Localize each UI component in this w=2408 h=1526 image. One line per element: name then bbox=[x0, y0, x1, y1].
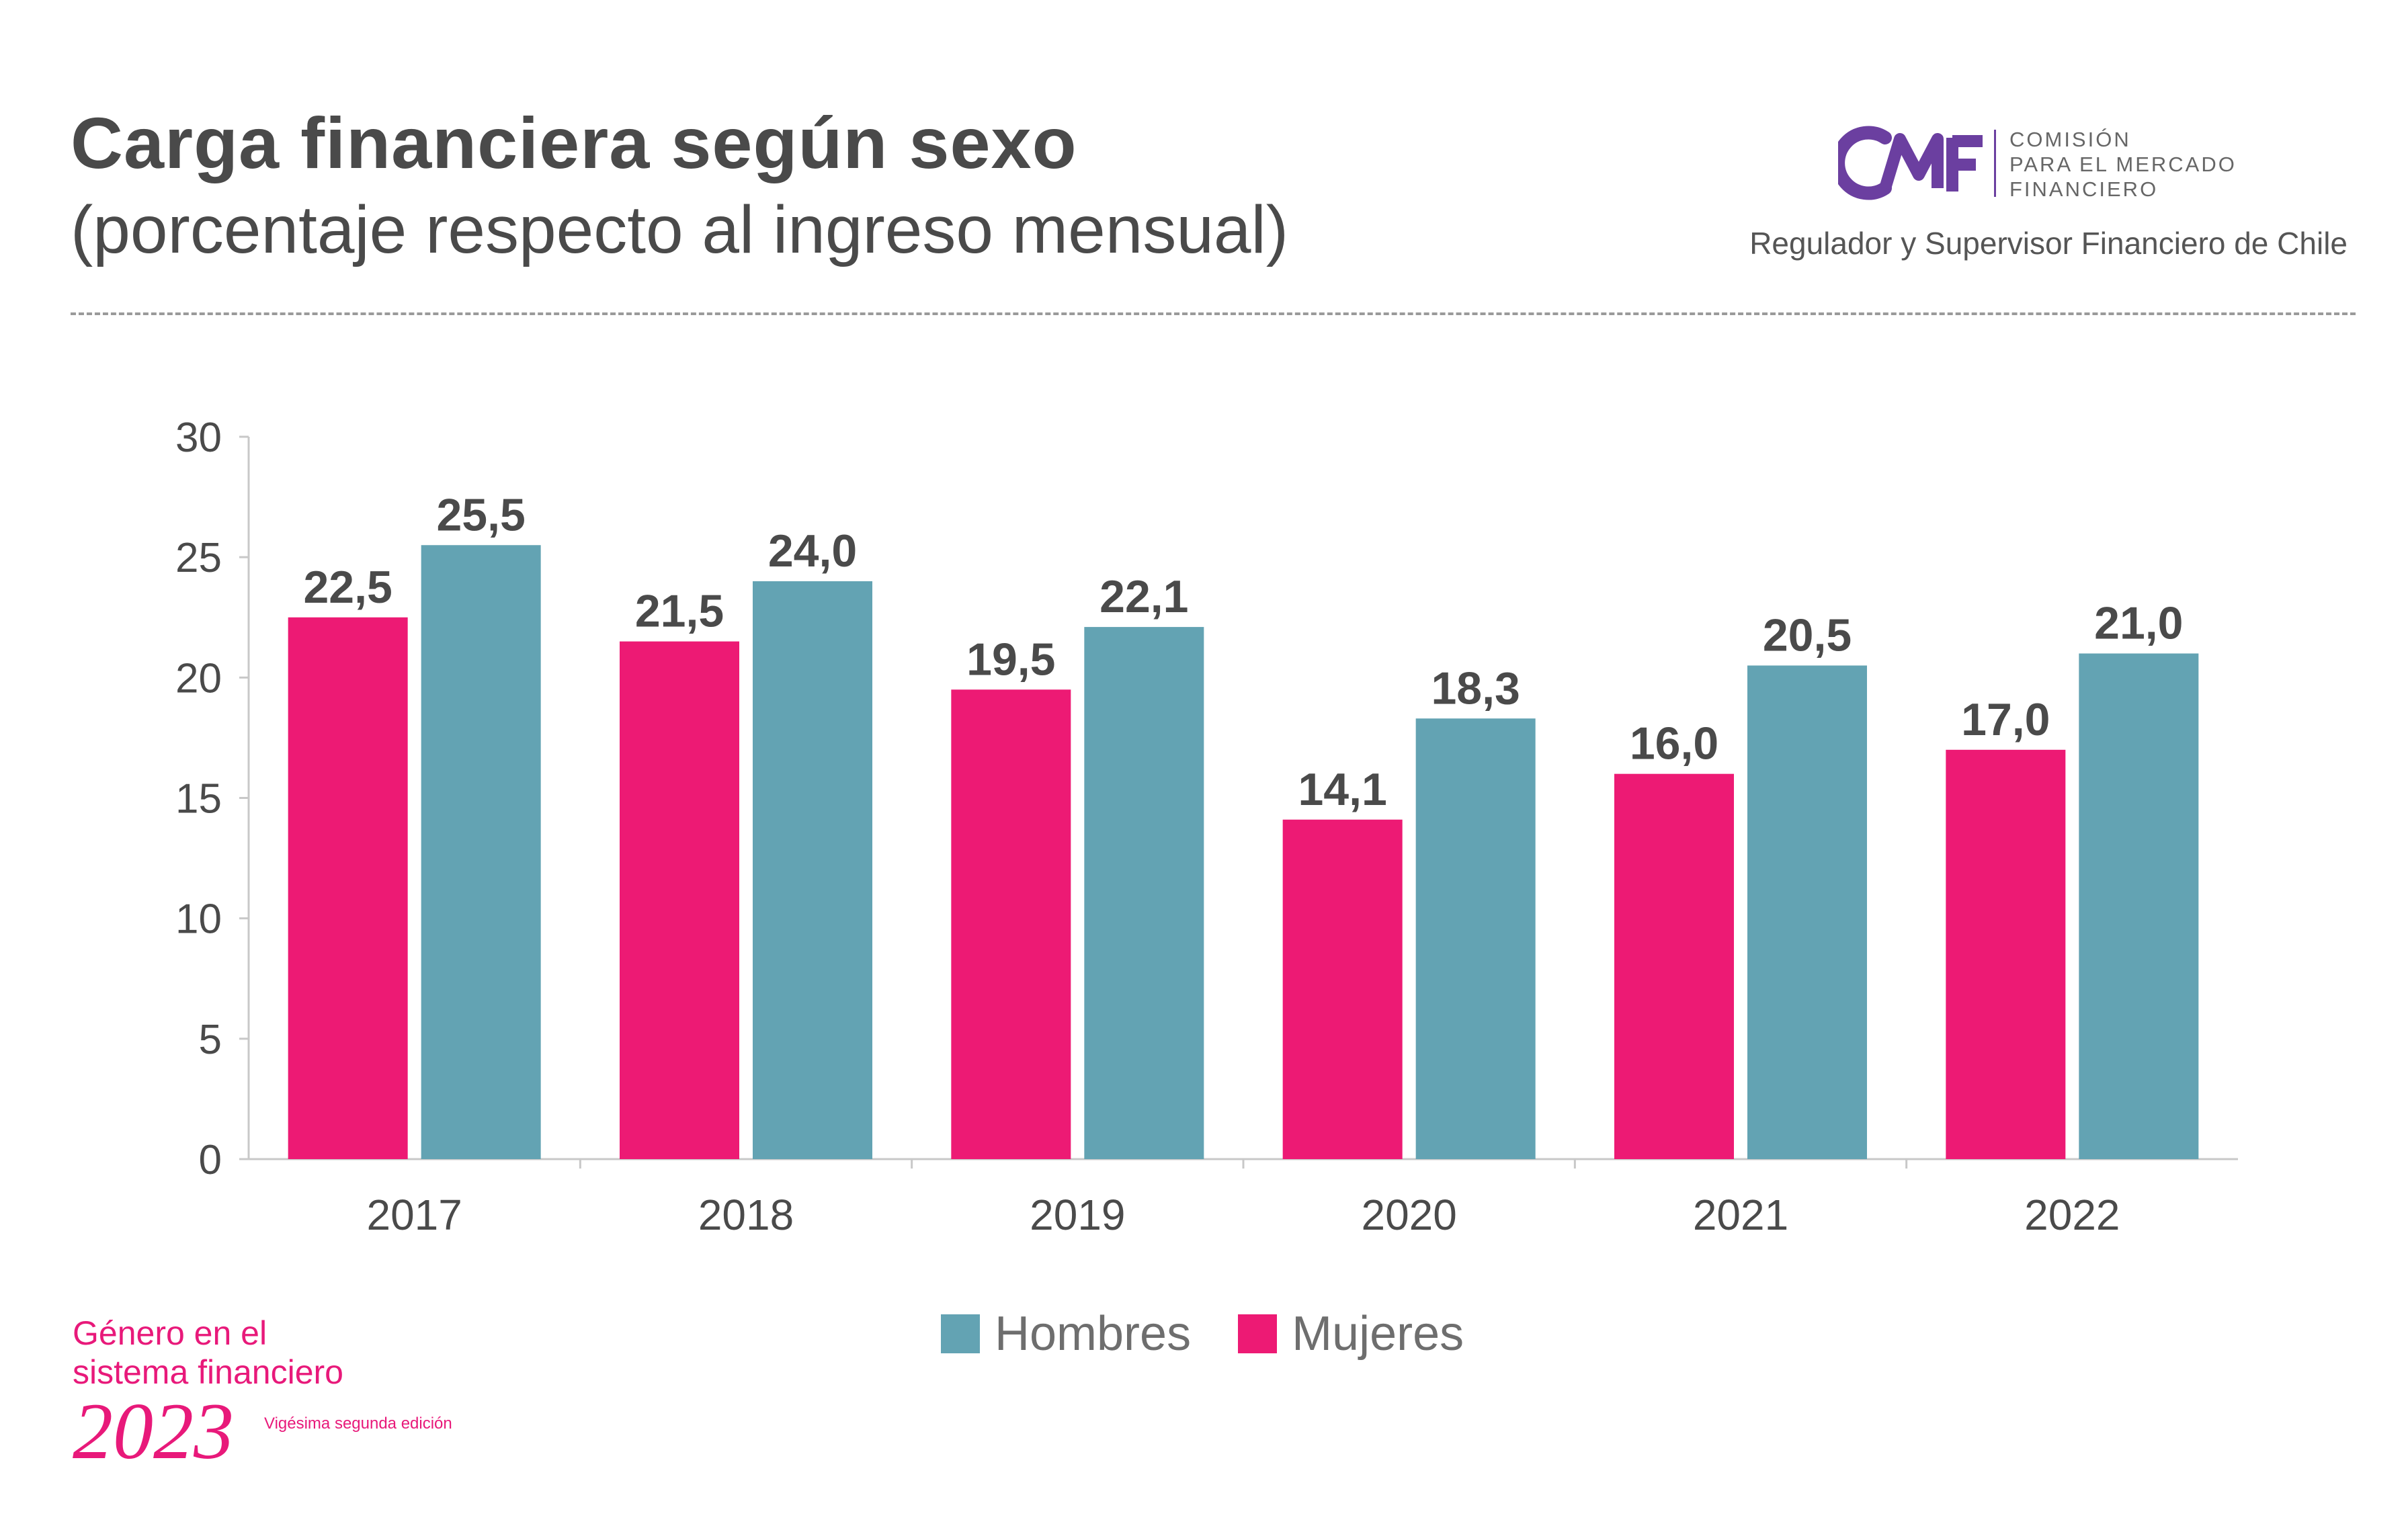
bar-hombres-2021 bbox=[1747, 665, 1867, 1159]
y-tick-label: 25 bbox=[175, 535, 222, 581]
x-tick-label-2021: 2021 bbox=[1693, 1191, 1788, 1239]
bar-mujeres-2019 bbox=[951, 689, 1071, 1159]
bar-mujeres-2022 bbox=[1946, 749, 2066, 1159]
legend-label-hombres: Hombres bbox=[995, 1307, 1192, 1361]
legend-item-mujeres: Mujeres bbox=[1238, 1306, 1464, 1361]
x-tick-label-2018: 2018 bbox=[698, 1191, 794, 1239]
y-tick-label: 15 bbox=[175, 776, 222, 822]
data-label-hombres-2021: 20,5 bbox=[1763, 609, 1852, 661]
y-tick-label: 10 bbox=[175, 896, 222, 943]
header-divider bbox=[71, 312, 2356, 315]
bar-hombres-2020 bbox=[1415, 718, 1536, 1159]
data-label-hombres-2022: 21,0 bbox=[2094, 598, 2183, 649]
bar-mujeres-2021 bbox=[1614, 773, 1734, 1159]
chart-subtitle: (porcentaje respecto al ingreso mensual) bbox=[71, 192, 1289, 267]
x-tick-label-2019: 2019 bbox=[1030, 1191, 1125, 1239]
x-tick-label-2017: 2017 bbox=[366, 1191, 462, 1239]
bar-hombres-2022 bbox=[2079, 653, 2199, 1159]
y-tick-label: 5 bbox=[199, 1017, 222, 1063]
y-tick-label: 0 bbox=[199, 1137, 222, 1183]
logo-line-1: COMISIÓN bbox=[2009, 128, 2131, 151]
cmf-logo: COMISIÓN PARA EL MERCADO FINANCIERO bbox=[1838, 124, 2376, 202]
logo-line-3: FINANCIERO bbox=[2009, 177, 2159, 201]
legend-item-hombres: Hombres bbox=[941, 1306, 1191, 1361]
cmf-logo-mark bbox=[1838, 126, 1983, 200]
bar-mujeres-2018 bbox=[620, 641, 739, 1159]
logo-tagline: Regulador y Supervisor Financiero de Chi… bbox=[1749, 226, 2348, 261]
legend-swatch-hombres bbox=[941, 1314, 980, 1353]
logo-line-2: PARA EL MERCADO bbox=[2009, 153, 2237, 176]
y-tick-label: 20 bbox=[175, 655, 222, 702]
logo-wordmark: COMISIÓN PARA EL MERCADO FINANCIERO bbox=[2009, 127, 2237, 202]
data-label-hombres-2020: 18,3 bbox=[1431, 663, 1520, 714]
legend: Hombres Mujeres bbox=[941, 1307, 1511, 1361]
publication-badge: Género en el sistema financiero 2023 Vig… bbox=[73, 1314, 452, 1475]
bar-mujeres-2020 bbox=[1282, 819, 1403, 1159]
data-label-hombres-2017: 25,5 bbox=[436, 489, 525, 540]
x-tick-label-2020: 2020 bbox=[1361, 1191, 1456, 1239]
chart-title: Carga financiera según sexo bbox=[71, 102, 1077, 183]
data-label-mujeres-2020: 14,1 bbox=[1298, 764, 1386, 815]
bar-hombres-2019 bbox=[1084, 627, 1204, 1159]
logo-separator bbox=[1994, 130, 1996, 197]
bar-hombres-2018 bbox=[753, 581, 872, 1159]
data-label-hombres-2019: 22,1 bbox=[1099, 571, 1188, 622]
data-label-mujeres-2018: 21,5 bbox=[635, 586, 724, 637]
legend-swatch-mujeres bbox=[1238, 1314, 1278, 1353]
y-tick-label: 30 bbox=[175, 415, 222, 461]
legend-label-mujeres: Mujeres bbox=[1292, 1307, 1464, 1361]
x-tick-label-2022: 2022 bbox=[2024, 1191, 2120, 1239]
data-label-mujeres-2022: 17,0 bbox=[1961, 694, 2050, 745]
bar-mujeres-2017 bbox=[288, 617, 408, 1159]
publication-edition: Vigésima segunda edición bbox=[264, 1414, 452, 1433]
data-label-hombres-2018: 24,0 bbox=[768, 525, 857, 577]
data-label-mujeres-2019: 19,5 bbox=[966, 634, 1055, 685]
publication-year: 2023 bbox=[73, 1386, 234, 1476]
bar-hombres-2017 bbox=[421, 545, 541, 1159]
publication-line-2: sistema financiero bbox=[73, 1353, 343, 1391]
data-label-mujeres-2017: 22,5 bbox=[303, 562, 392, 613]
publication-line-1: Género en el bbox=[73, 1314, 267, 1352]
data-label-mujeres-2021: 16,0 bbox=[1630, 718, 1718, 769]
